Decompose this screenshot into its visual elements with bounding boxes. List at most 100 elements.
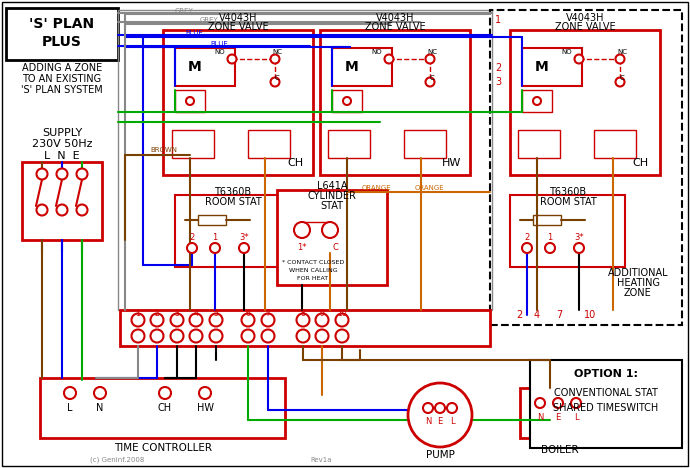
Circle shape bbox=[241, 314, 255, 327]
Circle shape bbox=[426, 54, 435, 64]
Text: V4043H: V4043H bbox=[566, 13, 604, 23]
Circle shape bbox=[170, 329, 184, 343]
Circle shape bbox=[408, 383, 472, 447]
Circle shape bbox=[297, 314, 310, 327]
Text: 2: 2 bbox=[516, 310, 522, 320]
Bar bbox=[198, 215, 226, 225]
Bar bbox=[332, 48, 392, 86]
Text: 2: 2 bbox=[495, 63, 501, 73]
Text: ADDING A ZONE: ADDING A ZONE bbox=[22, 63, 102, 73]
Text: 5: 5 bbox=[214, 309, 219, 319]
Circle shape bbox=[575, 54, 584, 64]
Bar bbox=[40, 378, 285, 438]
Circle shape bbox=[315, 329, 328, 343]
Circle shape bbox=[447, 403, 457, 413]
Bar bbox=[328, 130, 370, 158]
Circle shape bbox=[239, 243, 249, 253]
Circle shape bbox=[270, 78, 279, 87]
Text: ZONE VALVE: ZONE VALVE bbox=[365, 22, 425, 32]
Circle shape bbox=[322, 222, 338, 238]
Text: PUMP: PUMP bbox=[426, 450, 455, 460]
Circle shape bbox=[315, 314, 328, 327]
Text: CH: CH bbox=[158, 403, 172, 413]
Bar bbox=[172, 130, 214, 158]
Circle shape bbox=[571, 398, 581, 408]
Bar bbox=[510, 195, 625, 267]
Text: 'S' PLAN: 'S' PLAN bbox=[30, 17, 95, 31]
Bar bbox=[175, 48, 235, 86]
Text: N: N bbox=[425, 417, 431, 425]
Circle shape bbox=[533, 97, 541, 105]
Text: GREY: GREY bbox=[175, 8, 194, 14]
Circle shape bbox=[426, 78, 435, 87]
Bar bbox=[490, 10, 682, 325]
Circle shape bbox=[199, 387, 211, 399]
Text: 1: 1 bbox=[213, 234, 217, 242]
Circle shape bbox=[535, 398, 545, 408]
Text: L641A: L641A bbox=[317, 181, 347, 191]
Circle shape bbox=[294, 222, 310, 238]
Circle shape bbox=[210, 329, 222, 343]
Text: L: L bbox=[450, 417, 454, 425]
Text: * CONTACT CLOSED: * CONTACT CLOSED bbox=[282, 261, 344, 265]
Circle shape bbox=[150, 314, 164, 327]
Bar bbox=[175, 195, 290, 267]
Text: T6360B: T6360B bbox=[215, 187, 252, 197]
Circle shape bbox=[210, 243, 220, 253]
Text: 1: 1 bbox=[136, 309, 140, 319]
Text: C: C bbox=[275, 75, 279, 81]
Text: NC: NC bbox=[272, 49, 282, 55]
Circle shape bbox=[262, 314, 275, 327]
Text: (c) Geninf.2008: (c) Geninf.2008 bbox=[90, 457, 144, 463]
Text: ZONE: ZONE bbox=[624, 288, 652, 298]
Text: 3*: 3* bbox=[574, 234, 584, 242]
Bar bbox=[533, 215, 561, 225]
Bar bbox=[518, 130, 560, 158]
Text: ROOM STAT: ROOM STAT bbox=[205, 197, 262, 207]
Text: 2: 2 bbox=[189, 234, 195, 242]
Text: HW: HW bbox=[197, 403, 213, 413]
Circle shape bbox=[615, 78, 624, 87]
Text: HW: HW bbox=[442, 158, 462, 168]
Bar bbox=[522, 90, 552, 112]
Circle shape bbox=[187, 243, 197, 253]
Text: ORANGE: ORANGE bbox=[362, 185, 392, 191]
Text: C: C bbox=[332, 243, 338, 253]
Circle shape bbox=[37, 205, 48, 215]
Bar bbox=[118, 10, 492, 310]
Text: CYLINDER: CYLINDER bbox=[308, 191, 357, 201]
Circle shape bbox=[335, 329, 348, 343]
Bar bbox=[530, 360, 682, 448]
Text: N: N bbox=[97, 403, 104, 413]
Text: 4: 4 bbox=[194, 309, 199, 319]
Circle shape bbox=[170, 314, 184, 327]
Text: SHARED TIMESWITCH: SHARED TIMESWITCH bbox=[553, 403, 659, 413]
Circle shape bbox=[522, 243, 532, 253]
Text: GREY: GREY bbox=[200, 17, 219, 23]
Text: WHEN CALLING: WHEN CALLING bbox=[288, 269, 337, 273]
Circle shape bbox=[186, 97, 194, 105]
Text: 1: 1 bbox=[495, 15, 501, 25]
Text: N: N bbox=[537, 412, 543, 422]
Bar bbox=[320, 30, 470, 175]
Text: CH: CH bbox=[632, 158, 648, 168]
Circle shape bbox=[574, 243, 584, 253]
Text: 230V 50Hz: 230V 50Hz bbox=[32, 139, 92, 149]
Text: BOILER: BOILER bbox=[541, 445, 579, 455]
Text: 7: 7 bbox=[556, 310, 562, 320]
Text: 3: 3 bbox=[175, 309, 179, 319]
Text: TO AN EXISTING: TO AN EXISTING bbox=[23, 74, 101, 84]
Circle shape bbox=[150, 329, 164, 343]
Text: M: M bbox=[535, 60, 549, 74]
Circle shape bbox=[423, 403, 433, 413]
Bar bbox=[520, 388, 600, 438]
Circle shape bbox=[210, 314, 222, 327]
Circle shape bbox=[37, 168, 48, 180]
Text: C: C bbox=[620, 75, 624, 81]
Circle shape bbox=[64, 387, 76, 399]
Circle shape bbox=[297, 329, 310, 343]
Text: FOR HEAT: FOR HEAT bbox=[297, 276, 328, 280]
Circle shape bbox=[77, 205, 88, 215]
Text: ZONE VALVE: ZONE VALVE bbox=[555, 22, 615, 32]
Text: HEATING: HEATING bbox=[616, 278, 660, 288]
